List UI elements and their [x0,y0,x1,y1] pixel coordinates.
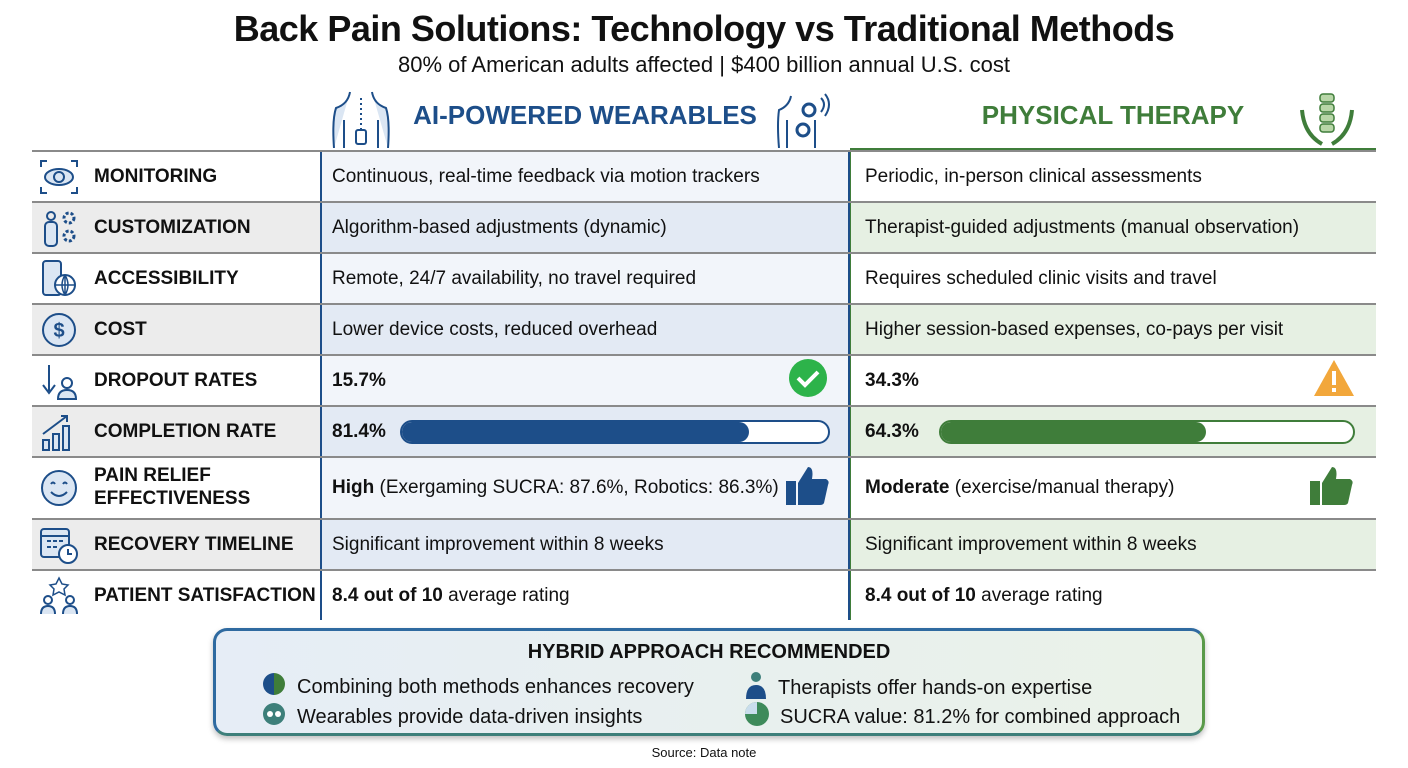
therapy-rating: 8.4 out of 10 [865,584,976,606]
wearables-cell: Algorithm-based adjustments (dynamic) [332,216,667,238]
hybrid-approach-box: HYBRID APPROACH RECOMMENDED Combining bo… [213,628,1205,736]
therapy-cell: Moderate (exercise/manual therapy) [865,477,1174,499]
row-label: ACCESSIBILITY [94,267,239,289]
hybrid-item: SUCRA value: 81.2% for combined approach [780,705,1181,728]
hybrid-item: Wearables provide data-driven insights [297,705,643,728]
check-icon [788,358,828,404]
wearables-effect-level: High [332,477,375,498]
calendar-clock-icon [38,524,80,566]
pie-chart-icon [744,701,770,733]
wearables-cell: Significant improvement within 8 weeks [332,533,664,555]
svg-text:$: $ [53,320,64,342]
people-star-icon [38,575,80,617]
row-label: COST [94,318,147,340]
therapy-header-rule [850,148,1376,151]
therapy-completion-value: 64.3% [865,420,919,442]
table-row: COMPLETION RATE 81.4% 64.3% [32,405,1376,456]
row-label: PATIENT SATISFACTION [94,584,316,606]
wearables-cell: High (Exergaming SUCRA: 87.6%, Robotics:… [332,477,779,499]
table-row: $ COST Lower device costs, reduced overhe… [32,303,1376,354]
table-row: DROPOUT RATES 15.7% 34.3% [32,354,1376,405]
therapy-cell: Higher session-based expenses, co-pays p… [865,318,1284,340]
therapy-cell: Therapist-guided adjustments (manual obs… [865,216,1300,238]
wearables-cell: Remote, 24/7 availability, no travel req… [332,267,697,289]
therapist-icon [744,671,768,705]
table-row: ACCESSIBILITY Remote, 24/7 availability,… [32,252,1376,303]
thumbs-up-icon [784,463,830,513]
therapy-effect-detail: (exercise/manual therapy) [949,477,1175,498]
comparison-table: MONITORING Continuous, real-time feedbac… [32,150,1376,620]
wearables-cell: Continuous, real-time feedback via motio… [332,165,760,187]
wearables-dropout-value: 15.7% [332,369,386,391]
therapy-cell: 8.4 out of 10 average rating [865,585,1103,607]
therapy-effect-level: Moderate [865,477,950,498]
body-sensor-icon [332,91,390,148]
row-label: CUSTOMIZATION [94,216,251,238]
person-gears-icon [38,207,80,249]
therapy-cell: Significant improvement within 8 weeks [865,533,1197,555]
row-label: PAIN RELIEF EFFECTIVENESS [94,465,251,509]
row-label: MONITORING [94,165,218,187]
therapy-cell: Requires scheduled clinic visits and tra… [865,267,1217,289]
wearables-completion-bar [400,419,830,444]
brain-gears-icon [261,701,287,733]
thumbs-up-icon [1308,463,1354,513]
wearables-effect-detail: (Exergaming SUCRA: 87.6%, Robotics: 86.3… [374,477,779,498]
warning-icon [1312,358,1356,404]
therapy-column-header: PHYSICAL THERAPY [981,100,1245,130]
wearables-rating-suffix: average rating [442,584,570,606]
row-label: COMPLETION RATE [94,420,277,442]
wearables-cell: Lower device costs, reduced overhead [332,318,658,340]
page-subtitle: 80% of American adults affected | $400 b… [398,52,1010,77]
table-row: CUSTOMIZATION Algorithm-based adjustment… [32,201,1376,252]
hybrid-item: Combining both methods enhances recovery [297,675,694,698]
therapy-cell: Periodic, in-person clinical assessments [865,165,1202,187]
smile-icon [38,467,80,509]
dollar-icon: $ [38,309,80,351]
therapy-dropout-value: 34.3% [865,369,919,391]
row-label: DROPOUT RATES [94,369,258,391]
brain-icon [261,671,287,703]
wearables-completion-value: 81.4% [332,420,386,442]
hands-spine-icon [1300,93,1354,146]
wearables-cell: 8.4 out of 10 average rating [332,585,570,607]
therapy-rating-suffix: average rating [975,584,1103,606]
wearables-rating: 8.4 out of 10 [332,584,443,606]
table-row: PAIN RELIEF EFFECTIVENESS High (Exergami… [32,456,1376,518]
wearables-column-header: AI-POWERED WEARABLES [413,100,757,130]
body-gears-icon [777,93,830,148]
source-note: Source: Data note [651,745,757,760]
therapy-completion-bar [939,419,1355,444]
hybrid-item: Therapists offer hands-on expertise [778,676,1093,699]
row-label: RECOVERY TIMELINE [94,533,294,555]
dropout-icon [38,360,80,402]
phone-globe-icon [38,258,80,300]
growth-chart-icon [38,411,80,453]
hybrid-title: HYBRID APPROACH RECOMMENDED [527,641,891,663]
eye-icon [38,156,80,198]
page-title: Back Pain Solutions: Technology vs Tradi… [233,8,1175,49]
table-row: RECOVERY TIMELINE Significant improvemen… [32,518,1376,569]
table-row: MONITORING Continuous, real-time feedbac… [32,150,1376,201]
table-row: PATIENT SATISFACTION 8.4 out of 10 avera… [32,569,1376,620]
